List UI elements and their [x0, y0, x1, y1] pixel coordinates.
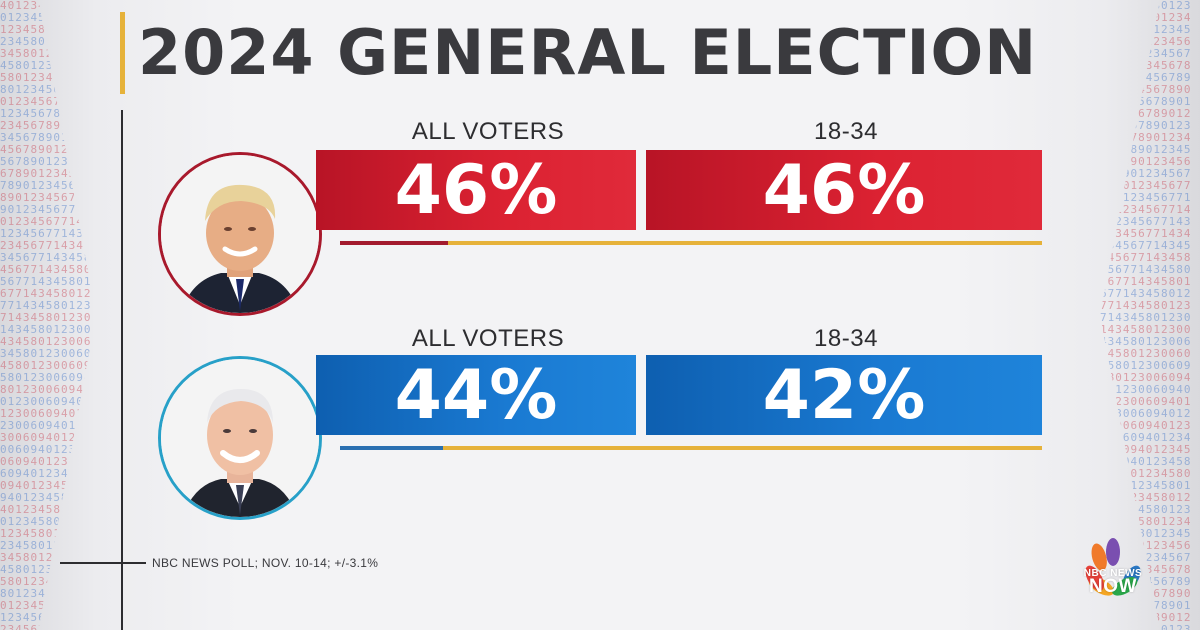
candidate-1-progress-track [340, 241, 1042, 245]
candidate-2-portrait-icon [161, 359, 319, 517]
candidate-1-col-1-bar: 46% [316, 150, 636, 230]
candidate-1-progress-fill [340, 241, 448, 245]
vertical-rule [121, 110, 123, 630]
source-note: NBC NEWS POLL; NOV. 10-14; +/-3.1% [152, 556, 379, 570]
candidate-1-col-2-label: 18-34 [814, 118, 878, 145]
candidate-1-col-1-label: ALL VOTERS [411, 118, 565, 145]
candidate-1-avatar [158, 152, 322, 316]
candidate-2-col-2-value: 42% [762, 355, 926, 435]
title-accent-bar [120, 12, 125, 94]
candidate-1-col-2-value: 46% [762, 150, 926, 230]
candidate-2-progress-track [340, 446, 1042, 450]
candidate-2-col-1-label: ALL VOTERS [411, 325, 565, 352]
candidate-2-col-2-bar: 42% [646, 355, 1042, 435]
horizontal-rule [60, 562, 146, 564]
candidate-2-avatar [158, 356, 322, 520]
candidate-1-col-1-value: 46% [394, 150, 558, 230]
logo-line-1: NBC NEWS [1083, 568, 1143, 579]
logo-line-2: NOW [1089, 576, 1137, 597]
candidate-1-portrait-icon [161, 155, 319, 313]
left-digit-pattern: 401234580123 012345801234 123458012345 2345… [0, 0, 92, 630]
candidate-2-progress-fill [340, 446, 443, 450]
candidate-2-col-2-label: 18-34 [814, 325, 878, 352]
candidate-2-col-1-value: 44% [394, 355, 558, 435]
page-title: 2024 GENERAL ELECTION [138, 16, 1038, 89]
nbc-peacock-icon [1085, 538, 1141, 596]
candidate-2-col-1-bar: 44% [316, 355, 636, 435]
candidate-1-col-2-bar: 46% [646, 150, 1042, 230]
